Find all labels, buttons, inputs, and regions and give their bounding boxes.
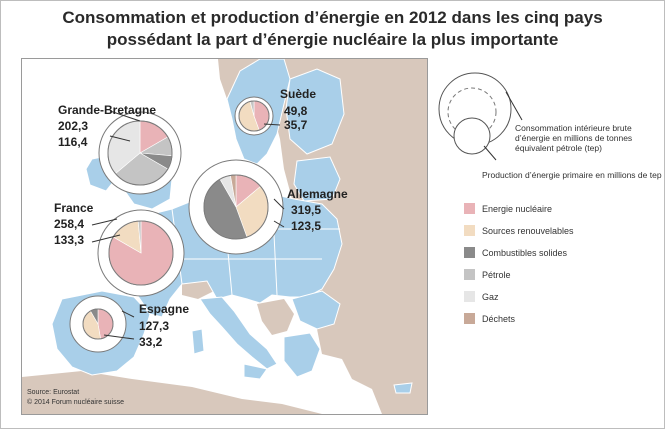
figure-title: Consommation et production d’énergie en … [20, 7, 645, 51]
france-pie [108, 220, 174, 286]
circles-suede [234, 96, 274, 136]
suede-pie [238, 100, 270, 132]
france-name: France [54, 201, 94, 215]
espagne-outer-ring [69, 295, 127, 353]
land-eu-sardinia [191, 328, 205, 355]
land-eu-baltics [293, 156, 341, 202]
swatch-dechets [464, 313, 475, 324]
swatch-gaz [464, 291, 475, 302]
title-line-1: Consommation et production d’énergie en … [62, 8, 603, 27]
swatch-petrole [464, 269, 475, 280]
legend-item-nucleaire: Energie nucléaire [482, 204, 553, 214]
land-eu-sicily [243, 363, 268, 380]
legend-item-dechets: Déchets [482, 314, 516, 324]
france-outer-ring [97, 209, 185, 297]
land-non-eu-africa [22, 371, 322, 414]
allemagne-pie-outline [203, 174, 269, 240]
legend-production-label: Production d’énergie primaire en million… [482, 170, 662, 180]
legend-consumption-label: Consommation intérieure brute d’énergie … [515, 123, 633, 153]
land-non-eu-switzerland [182, 281, 214, 299]
gb-outer-ring [98, 111, 182, 195]
allemagne-name: Allemagne [287, 187, 348, 201]
espagne-name: Espagne [139, 302, 190, 316]
circles-espagne [69, 295, 127, 353]
map-svg [22, 59, 427, 414]
legend-item-combustibles-solides: Combustibles solides [482, 248, 568, 258]
legend-production-circle [453, 117, 491, 155]
legend-circles-svg [438, 72, 523, 161]
allemagne-pie [203, 174, 269, 240]
land-eu-italy [199, 296, 278, 370]
france-pie-outline [108, 220, 174, 286]
allemagne-outer-ring [188, 159, 284, 255]
land-eu-finland [285, 68, 345, 155]
espagne-pie [82, 308, 114, 340]
land-non-eu-balkans [257, 299, 294, 335]
suede-consumption: 49,8 [284, 104, 308, 118]
land-eu-cyprus [393, 382, 413, 394]
legend-item-renouvelables: Sources renouvelables [482, 226, 574, 236]
gb-production: 116,4 [58, 135, 88, 149]
land-eu-balkans-east [291, 290, 341, 330]
allemagne-consumption: 319,5 [291, 203, 322, 217]
suede-production: 35,7 [284, 118, 308, 132]
espagne-production: 33,2 [139, 335, 163, 349]
allemagne-production: 123,5 [291, 219, 322, 233]
gb-name: Grande-Bretagne [58, 103, 157, 117]
source-line-1: Source: Eurostat [27, 389, 80, 396]
land-eu-greece [283, 332, 321, 378]
europe-map: Suède 49,8 35,7 Grande-Bretagne 202,3 11… [21, 58, 428, 415]
source-line-2: © 2014 Forum nucléaire suisse [27, 399, 124, 406]
suede-pie-outline [238, 100, 270, 132]
swatch-renouvelables [464, 225, 475, 236]
legend-item-petrole: Pétrole [482, 270, 511, 280]
france-consumption: 258,4 [54, 217, 85, 231]
gb-pie [107, 120, 173, 186]
suede-outer-ring [234, 96, 274, 136]
legend-item-gaz: Gaz [482, 292, 499, 302]
swatch-combustibles-solides [464, 247, 475, 258]
suede-name: Suède [280, 87, 317, 101]
leader-lines [91, 110, 285, 340]
swatch-nucleaire [464, 203, 475, 214]
title-line-2: possédant la part d’énergie nucléaire la… [106, 30, 559, 49]
france-production: 133,3 [54, 233, 85, 247]
circles-allemagne [188, 159, 284, 255]
espagne-pie-outline [82, 308, 114, 340]
circles-france [97, 209, 185, 297]
espagne-consumption: 127,3 [139, 319, 170, 333]
circles-grande-bretagne [98, 111, 182, 195]
gb-consumption: 202,3 [58, 119, 89, 133]
